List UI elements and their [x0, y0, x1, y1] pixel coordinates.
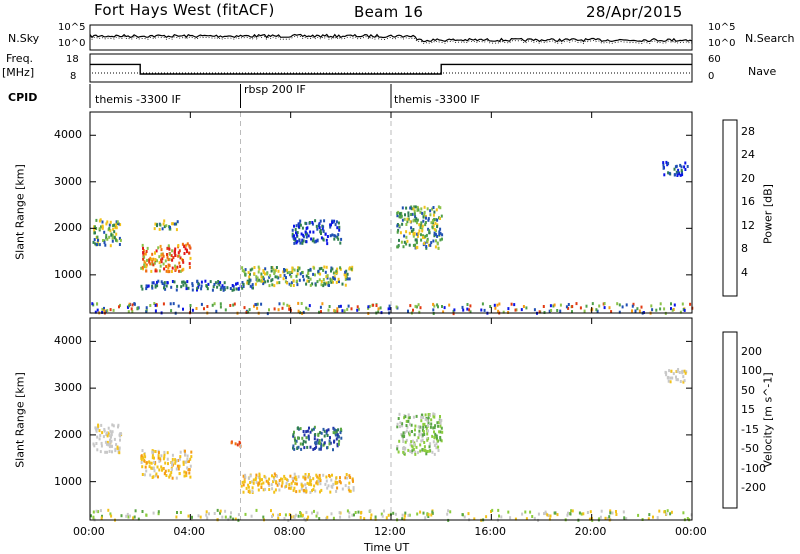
y-tick-label-vel-0: 1000	[54, 474, 82, 488]
velocity-colorbar	[722, 331, 738, 509]
velocity-patch-0	[92, 423, 123, 455]
nave-tick-high: 60	[708, 54, 721, 65]
power-colorbar-tick-5: 24	[741, 148, 755, 162]
freq-label-bottom: [MHz]	[2, 66, 35, 79]
velocity-patch-1	[140, 449, 193, 480]
velocity-colorbar-tick-6: -100	[741, 461, 766, 475]
x-axis-label: Time UT	[364, 541, 410, 554]
beam-label: Beam 16	[354, 3, 424, 21]
velocity-colorbar-tick-5: -50	[741, 442, 759, 456]
y-tick-label-vel-2: 3000	[54, 381, 82, 395]
power-colorbar	[722, 119, 738, 297]
velocity-colorbar-tick-3: 15	[741, 403, 755, 417]
power-data	[91, 160, 694, 316]
x-axis-ticks	[89, 112, 693, 520]
velocity-patch-6	[664, 368, 688, 384]
power-patch-6	[396, 205, 444, 250]
freq-label-top: Freq.	[6, 52, 34, 65]
cpid-segment-3: themis -3300 IF	[394, 93, 481, 106]
cpid-label: CPID	[8, 91, 38, 104]
y-tick-label-power-0: 1000	[54, 267, 82, 281]
freq-trace	[90, 63, 692, 75]
nsearch-trace	[89, 35, 693, 45]
velocity-colorbar-tick-7: -200	[741, 481, 766, 495]
x-tick-label-3: 12:00	[374, 525, 406, 538]
y-tick-label-power-3: 4000	[54, 128, 82, 142]
velocity-data	[90, 368, 693, 522]
power-colorbar-tick-2: 12	[741, 218, 755, 232]
freq-tick-low: 8	[70, 71, 77, 82]
velocity-y-ticks	[90, 340, 692, 483]
nsearch-label: N.Search	[745, 32, 795, 45]
power-patch-0	[92, 218, 122, 248]
y-tick-label-power-1: 2000	[54, 221, 82, 235]
velocity-colorbar-tick-4: -15	[741, 422, 759, 436]
nave-label: Nave	[748, 65, 777, 78]
date-label: 28/Apr/2015	[586, 3, 683, 21]
cpid-markers	[89, 84, 392, 108]
x-tick-label-0: 00:00	[73, 525, 105, 538]
power-colorbar-label: Power [dB]	[761, 184, 775, 244]
power-colorbar-tick-6: 28	[741, 124, 755, 138]
power-patch-3	[140, 279, 254, 292]
noise-tick-top-left: 10^5	[58, 22, 86, 33]
power-colorbar-tick-4: 20	[741, 171, 755, 185]
cpid-segment-2: rbsp 200 IF	[244, 83, 306, 96]
cpid-change-lines	[240, 112, 392, 520]
freq-panel-frame	[89, 53, 693, 83]
nave-tick-low: 0	[708, 71, 715, 82]
nsky-trace	[89, 33, 693, 43]
noise-tick-top-right: 10^5	[708, 22, 736, 33]
noise-panel-frame	[89, 24, 693, 51]
y-tick-label-vel-3: 4000	[54, 334, 82, 348]
velocity-y-axis-label: Slant Range [km]	[13, 372, 27, 468]
nsky-label: N.Sky	[8, 32, 40, 45]
power-patch-2	[153, 219, 179, 232]
velocity-patch-4	[292, 425, 343, 452]
velocity-colorbar-tick-0: 200	[741, 344, 762, 358]
power-colorbar-tick-0: 4	[741, 265, 748, 279]
x-tick-label-1: 04:00	[173, 525, 206, 538]
cpid-segment-1: themis -3300 IF	[95, 93, 182, 106]
velocity-patch-3	[240, 472, 355, 494]
x-tick-label-2: 08:00	[273, 525, 306, 538]
x-tick-label-5: 20:00	[574, 525, 607, 538]
power-y-ticks	[90, 134, 692, 276]
velocity-colorbar-tick-1: 100	[741, 364, 762, 378]
velocity-colorbar-tick-2: 50	[741, 383, 755, 397]
power-colorbar-tick-3: 16	[741, 195, 755, 209]
power-patch-5	[291, 219, 343, 246]
velocity-colorbar-label: Velocity [m s^-1]	[761, 372, 775, 468]
x-tick-label-4: 16:00	[474, 525, 507, 538]
plot-title: Fort Hays West (fitACF)	[94, 1, 275, 19]
x-tick-label-6: 00:00	[675, 525, 707, 538]
y-tick-label-vel-1: 2000	[54, 427, 82, 441]
noise-tick-bottom-right: 10^0	[708, 38, 736, 49]
power-colorbar-tick-1: 8	[741, 242, 748, 256]
y-tick-label-power-2: 3000	[54, 174, 82, 188]
power-patch-1	[140, 242, 192, 274]
freq-tick-high: 18	[66, 54, 79, 65]
velocity-patch-5	[396, 412, 444, 456]
power-patch-4	[241, 265, 354, 288]
power-y-axis-label: Slant Range [km]	[13, 164, 27, 260]
noise-tick-bottom-left: 10^0	[58, 38, 86, 49]
power-patch-7	[662, 160, 689, 177]
